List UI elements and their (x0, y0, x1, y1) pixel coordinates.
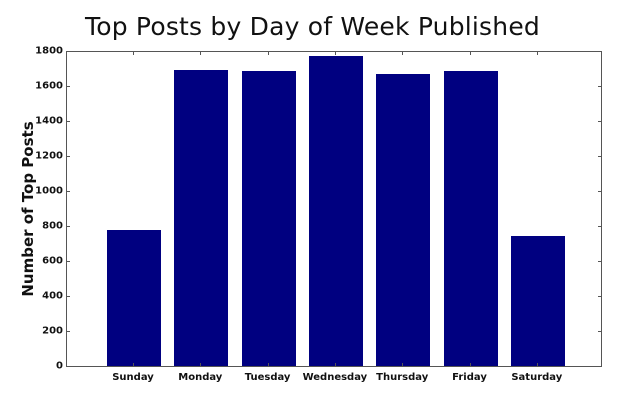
y-tick-label: 600 (42, 255, 63, 267)
y-tick-mark (66, 86, 70, 87)
x-tick-mark (536, 363, 538, 367)
y-tick-label: 1000 (35, 185, 63, 197)
x-tick-mark (536, 51, 538, 55)
x-tick-mark (133, 51, 134, 55)
bar-saturday (510, 235, 565, 366)
y-tick-mark (66, 366, 70, 367)
y-tick-label: 400 (42, 290, 63, 302)
bar-sunday (107, 229, 161, 366)
x-tick-mark (200, 363, 202, 367)
y-tick-mark (66, 261, 70, 262)
y-axis-label: Number of Top Posts (19, 121, 37, 297)
y-tick-label: 800 (42, 220, 63, 232)
bar-thursday (376, 73, 431, 366)
y-tick-mark (598, 156, 602, 157)
y-tick-mark (66, 51, 70, 52)
y-tick-mark (66, 226, 70, 227)
x-tick-mark (334, 51, 336, 55)
bar-tuesday (241, 71, 296, 366)
x-tick-label: Sunday (112, 372, 154, 383)
y-tick-label: 0 (56, 360, 63, 372)
y-tick-mark (598, 226, 602, 227)
x-tick-mark (402, 363, 404, 367)
x-tick-label: Tuesday (244, 372, 291, 383)
x-tick-mark (469, 51, 471, 55)
chart-title: Top Posts by Day of Week Published (85, 12, 540, 41)
bar-monday (174, 70, 229, 366)
x-tick-mark (469, 363, 471, 367)
y-tick-mark (66, 296, 70, 297)
bar-wednesday (308, 56, 363, 366)
x-tick-label: Thursday (376, 372, 429, 383)
y-tick-mark (598, 86, 602, 87)
y-tick-mark (66, 121, 70, 122)
x-tick-label: Saturday (511, 372, 563, 383)
x-tick-label: Wednesday (302, 372, 368, 383)
x-tick-mark (133, 363, 134, 367)
y-tick-mark (598, 296, 602, 297)
y-tick-mark (598, 366, 602, 367)
plot-area (66, 51, 602, 367)
y-tick-mark (598, 51, 602, 52)
y-tick-label: 1600 (35, 80, 63, 92)
x-tick-mark (402, 51, 404, 55)
x-tick-label: Monday (178, 372, 223, 383)
x-tick-label: Friday (452, 372, 487, 383)
x-tick-mark (334, 363, 336, 367)
y-tick-mark (66, 191, 70, 192)
x-tick-mark (267, 51, 269, 55)
y-tick-mark (66, 331, 70, 332)
x-tick-mark (200, 51, 202, 55)
y-tick-mark (598, 331, 602, 332)
y-tick-label: 1800 (35, 45, 63, 57)
y-tick-label: 1200 (35, 150, 63, 162)
y-tick-label: 200 (42, 325, 63, 337)
y-tick-mark (66, 156, 70, 157)
y-tick-label: 1400 (35, 115, 63, 127)
bar-friday (443, 71, 498, 366)
y-tick-mark (598, 261, 602, 262)
y-tick-mark (598, 191, 602, 192)
x-tick-mark (267, 363, 269, 367)
y-tick-mark (598, 121, 602, 122)
